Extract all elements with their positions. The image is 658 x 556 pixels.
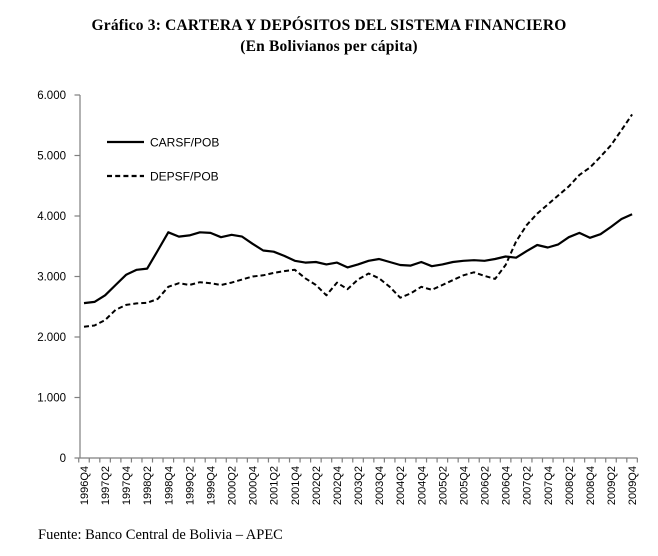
x-tick-label: 2008Q4: [585, 466, 597, 505]
x-tick-label: 1998Q2: [142, 466, 154, 505]
chart-title: Gráfico 3: CARTERA Y DEPÓSITOS DEL SISTE…: [91, 17, 567, 34]
y-tick-label: 6.000: [37, 90, 66, 102]
x-tick-label: 2000Q2: [227, 466, 239, 505]
x-tick-label: 2003Q2: [353, 466, 365, 505]
x-tick-label: 2006Q2: [480, 466, 492, 505]
x-tick-label: 2003Q4: [374, 466, 386, 505]
chart-subtitle: (En Bolivianos per cápita): [240, 38, 418, 55]
x-tick-label: 2005Q2: [437, 466, 449, 505]
y-tick-label: 5.000: [37, 151, 66, 163]
x-tick-label: 2004Q2: [395, 466, 407, 505]
y-tick-label: 1.000: [37, 393, 66, 405]
legend-label-depsf: DEPSF/POB: [150, 170, 219, 184]
y-tick-label: 3.000: [37, 272, 66, 284]
series-line-carsf-pob: [83, 213, 633, 305]
x-tick-label: 2002Q4: [332, 466, 344, 505]
chart-series: [83, 113, 633, 328]
chart-axes: 0 1.000 2.000 3.000 4.000 5.000 6.000 1996Q4 199…: [37, 90, 639, 505]
x-tick-label: 1998Q4: [163, 466, 175, 505]
y-tick-label: 0: [60, 453, 66, 465]
y-tick-label: 2.000: [37, 332, 66, 344]
title-block: Gráfico 3: CARTERA Y DEPÓSITOS DEL SISTE…: [0, 15, 658, 57]
x-tick-label: 2007Q2: [522, 466, 534, 505]
x-tick-label: 1999Q4: [205, 466, 217, 505]
x-tick-label: 2007Q4: [543, 466, 555, 505]
x-tick-label: 2008Q2: [564, 466, 576, 505]
legend-label-carsf: CARSF/POB: [150, 136, 219, 150]
x-tick-label: 1999Q2: [184, 466, 196, 505]
x-tick-label: 2009Q2: [606, 466, 618, 505]
series-line-depsf-pob: [83, 113, 633, 328]
chart-legend: CARSF/POB DEPSF/POB: [107, 136, 219, 184]
y-tick-label: 4.000: [37, 211, 66, 223]
x-tick-label: 2001Q2: [269, 466, 281, 505]
x-tick-label: 2000Q4: [248, 466, 260, 505]
x-tick-label: 1997Q2: [100, 466, 112, 505]
x-tick-label: 2002Q2: [311, 466, 323, 505]
x-tick-label: 2006Q4: [501, 466, 513, 505]
x-tick-label: 2009Q4: [627, 466, 639, 505]
x-tick-label: 1996Q4: [79, 466, 91, 505]
x-tick-label: 2005Q4: [458, 466, 470, 505]
source-note: Fuente: Banco Central de Bolivia – APEC: [38, 527, 283, 543]
x-tick-label: 1997Q4: [121, 466, 133, 505]
x-tick-label: 2004Q4: [416, 466, 428, 505]
x-tick-label: 2001Q4: [290, 466, 302, 505]
